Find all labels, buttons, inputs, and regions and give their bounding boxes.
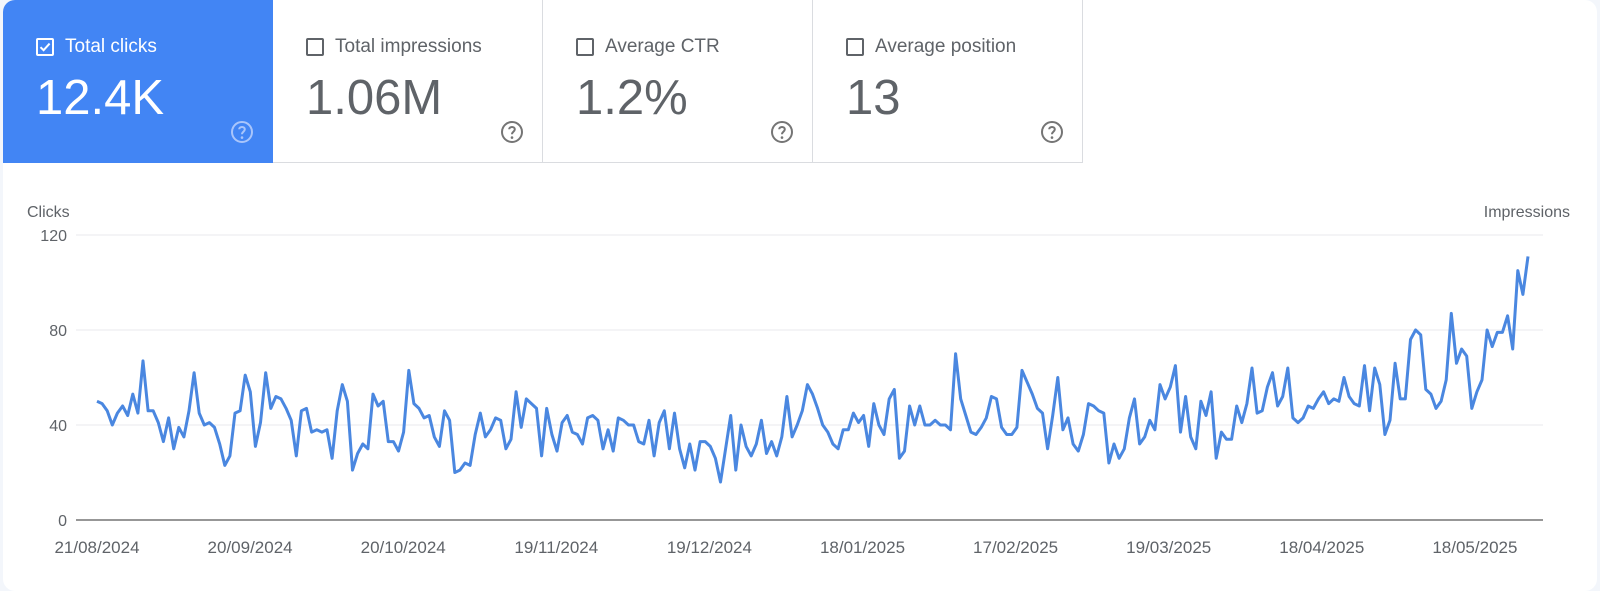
- tile-total-clicks[interactable]: Total clicks 12.4K: [3, 0, 273, 163]
- x-tick-label: 19/12/2024: [667, 538, 752, 557]
- x-tick-label: 18/01/2025: [820, 538, 905, 557]
- y-tick-label: 0: [58, 513, 67, 530]
- help-icon[interactable]: [500, 120, 524, 144]
- chart-svg: Clicks Impressions 0 40 80 120 21/08/2024 20…: [27, 204, 1570, 557]
- checkbox-checked-icon[interactable]: [36, 38, 54, 56]
- tile-value: 1.06M: [306, 71, 443, 125]
- x-tick-label: 20/09/2024: [208, 538, 293, 557]
- metric-tiles: Total clicks 12.4K Total impressions 1.0…: [3, 0, 1083, 163]
- y-tick-labels: 0 40 80 120: [40, 228, 67, 530]
- tile-average-ctr[interactable]: Average CTR 1.2%: [543, 0, 813, 163]
- y2-axis-title: Impressions: [1484, 204, 1570, 221]
- clicks-series-line: [96, 256, 1530, 484]
- x-tick-labels: 21/08/2024 20/09/2024 20/10/2024 19/11/2024…: [54, 538, 1517, 557]
- x-tick-label: 19/03/2025: [1126, 538, 1211, 557]
- tile-total-impressions[interactable]: Total impressions 1.06M: [273, 0, 543, 163]
- y-tick-label: 80: [49, 323, 67, 340]
- checkbox-icon[interactable]: [846, 38, 864, 56]
- help-icon[interactable]: [770, 120, 794, 144]
- series-layer: [96, 256, 1530, 484]
- tile-label: Average CTR: [605, 36, 720, 57]
- clicks-chart: Clicks Impressions 0 40 80 120 21/08/2024 20…: [3, 163, 1597, 591]
- help-icon[interactable]: [230, 120, 254, 144]
- y-tick-label: 40: [49, 418, 67, 435]
- x-tick-label: 17/02/2025: [973, 538, 1058, 557]
- tile-label: Total clicks: [65, 36, 157, 57]
- tile-label: Total impressions: [335, 36, 482, 57]
- x-tick-label: 21/08/2024: [54, 538, 139, 557]
- y-axis-title: Clicks: [27, 204, 70, 221]
- tile-value: 12.4K: [36, 71, 165, 125]
- tile-value: 13: [846, 71, 901, 125]
- tile-label: Average position: [875, 36, 1017, 57]
- tile-value: 1.2%: [576, 71, 688, 125]
- performance-card: Total clicks 12.4K Total impressions 1.0…: [3, 0, 1597, 591]
- gridlines: [76, 234, 1543, 521]
- checkbox-icon[interactable]: [306, 38, 324, 56]
- checkbox-icon[interactable]: [576, 38, 594, 56]
- y-tick-label: 120: [40, 228, 67, 245]
- help-icon[interactable]: [1040, 120, 1064, 144]
- x-tick-label: 18/04/2025: [1279, 538, 1364, 557]
- x-tick-label: 20/10/2024: [361, 538, 446, 557]
- x-tick-label: 18/05/2025: [1432, 538, 1517, 557]
- tile-average-position[interactable]: Average position 13: [813, 0, 1083, 163]
- x-tick-label: 19/11/2024: [514, 538, 598, 557]
